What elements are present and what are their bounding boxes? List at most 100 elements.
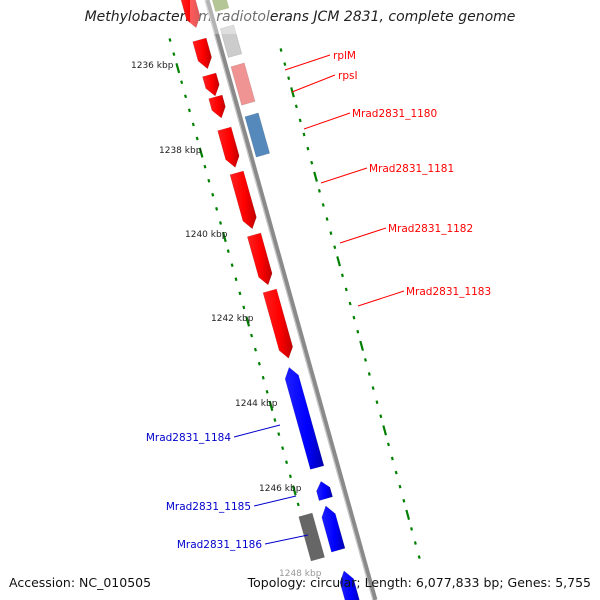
minor-tick [287, 76, 291, 81]
minor-tick [310, 160, 314, 165]
leader-rplM [284, 54, 331, 71]
minor-tick [333, 245, 337, 250]
gene-label-1186[interactable]: Mrad2831_1186 [177, 539, 262, 551]
minor-tick [348, 301, 352, 306]
leader-1185 [253, 495, 297, 507]
feature-pink[interactable] [230, 62, 256, 106]
minor-tick [215, 207, 219, 211]
leader-1182 [339, 227, 387, 244]
minor-tick [242, 305, 246, 310]
gene-label-1180[interactable]: Mrad2831_1180 [352, 108, 437, 120]
tick-label: 1240 kbp [185, 230, 228, 240]
minor-tick [219, 221, 222, 225]
minor-tick [367, 372, 371, 376]
minor-tick [180, 80, 184, 85]
major-tick [245, 316, 251, 327]
minor-tick [184, 94, 188, 99]
minor-tick [375, 400, 379, 404]
gene-rplM[interactable] [202, 72, 220, 97]
leader-1183 [357, 290, 405, 307]
minor-tick [371, 386, 375, 390]
gene-label-1185[interactable]: Mrad2831_1185 [166, 501, 251, 513]
minor-tick [238, 291, 242, 296]
minor-tick [257, 361, 261, 366]
minor-tick [390, 456, 394, 461]
minor-tick [294, 104, 298, 109]
gene-1184[interactable] [284, 366, 325, 470]
major-tick [221, 231, 227, 243]
minor-tick [379, 414, 383, 419]
minor-tick [250, 333, 254, 338]
tick-label: 1244 kbp [235, 399, 278, 409]
minor-tick [187, 108, 191, 113]
major-tick [336, 256, 341, 267]
minor-tick [285, 460, 289, 465]
gene-label-rplM[interactable]: rplM [333, 50, 356, 62]
minor-tick [253, 347, 257, 352]
minor-tick [321, 203, 325, 207]
minor-tick [234, 277, 238, 282]
gene-label-1183[interactable]: Mrad2831_1183 [406, 286, 491, 298]
minor-tick [195, 136, 199, 141]
tick-label: 1236 kbp [131, 61, 174, 71]
gene-1185[interactable] [321, 505, 346, 553]
minor-tick [261, 375, 265, 380]
minor-tick [363, 358, 367, 362]
minor-tick [325, 217, 329, 221]
minor-tick [288, 474, 292, 479]
major-tick [268, 400, 274, 412]
minor-tick [279, 48, 283, 52]
minor-tick [302, 132, 306, 137]
backbone-highlight [204, 0, 374, 600]
minor-tick [402, 498, 406, 503]
minor-tick [265, 390, 269, 394]
genome-backbone [204, 0, 378, 600]
leader-1181 [320, 167, 368, 184]
tick-label: 1248 kbp [279, 569, 322, 579]
tick-marks-right [279, 48, 421, 559]
leader-1184 [233, 424, 281, 438]
minor-tick [283, 62, 287, 66]
leader-rpsI [291, 74, 336, 93]
gene-top-red[interactable] [180, 0, 201, 29]
major-tick [198, 147, 204, 158]
minor-tick [417, 555, 421, 559]
gene-label-1182[interactable]: Mrad2831_1182 [388, 223, 473, 235]
gene-1183[interactable] [262, 288, 294, 359]
gene-label-1181[interactable]: Mrad2831_1181 [369, 163, 454, 175]
tick-label: 1238 kbp [159, 146, 202, 156]
minor-tick [413, 541, 417, 545]
minor-tick [203, 164, 207, 169]
minor-tick [298, 118, 302, 123]
leader-1180 [303, 112, 351, 130]
major-tick [291, 485, 297, 496]
major-tick [313, 171, 318, 182]
gene-labels: rplM rpsI Mrad2831_1180 Mrad2831_1181 Mr… [146, 50, 491, 551]
gene-1186[interactable] [298, 512, 325, 562]
gene-label-rpsI[interactable]: rpsI [338, 70, 358, 82]
feature-steelblue[interactable] [244, 112, 271, 158]
minor-tick [352, 315, 356, 320]
gene-label-1184[interactable]: Mrad2831_1184 [146, 432, 231, 444]
minor-tick [296, 502, 300, 507]
minor-tick [306, 146, 310, 151]
tick-label: 1246 kbp [259, 484, 302, 494]
major-tick [359, 340, 364, 351]
minor-tick [356, 329, 360, 334]
gene-blue-small[interactable] [316, 480, 333, 501]
accession-text: Accession: NC_010505 [9, 575, 152, 590]
gene-blue-bottom[interactable] [339, 570, 362, 600]
minor-tick [344, 287, 348, 292]
minor-tick [398, 484, 402, 489]
minor-tick [281, 446, 285, 450]
gene-1181[interactable] [229, 170, 257, 230]
gene-red-1[interactable] [192, 37, 212, 70]
gene-rpsI[interactable] [208, 94, 226, 119]
feature-olive[interactable] [209, 0, 230, 13]
feature-gray-pale[interactable] [219, 24, 243, 58]
gene-1180[interactable] [217, 126, 240, 168]
gene-1182[interactable] [246, 232, 273, 286]
minor-tick [277, 432, 281, 436]
leader-1186 [264, 534, 309, 545]
